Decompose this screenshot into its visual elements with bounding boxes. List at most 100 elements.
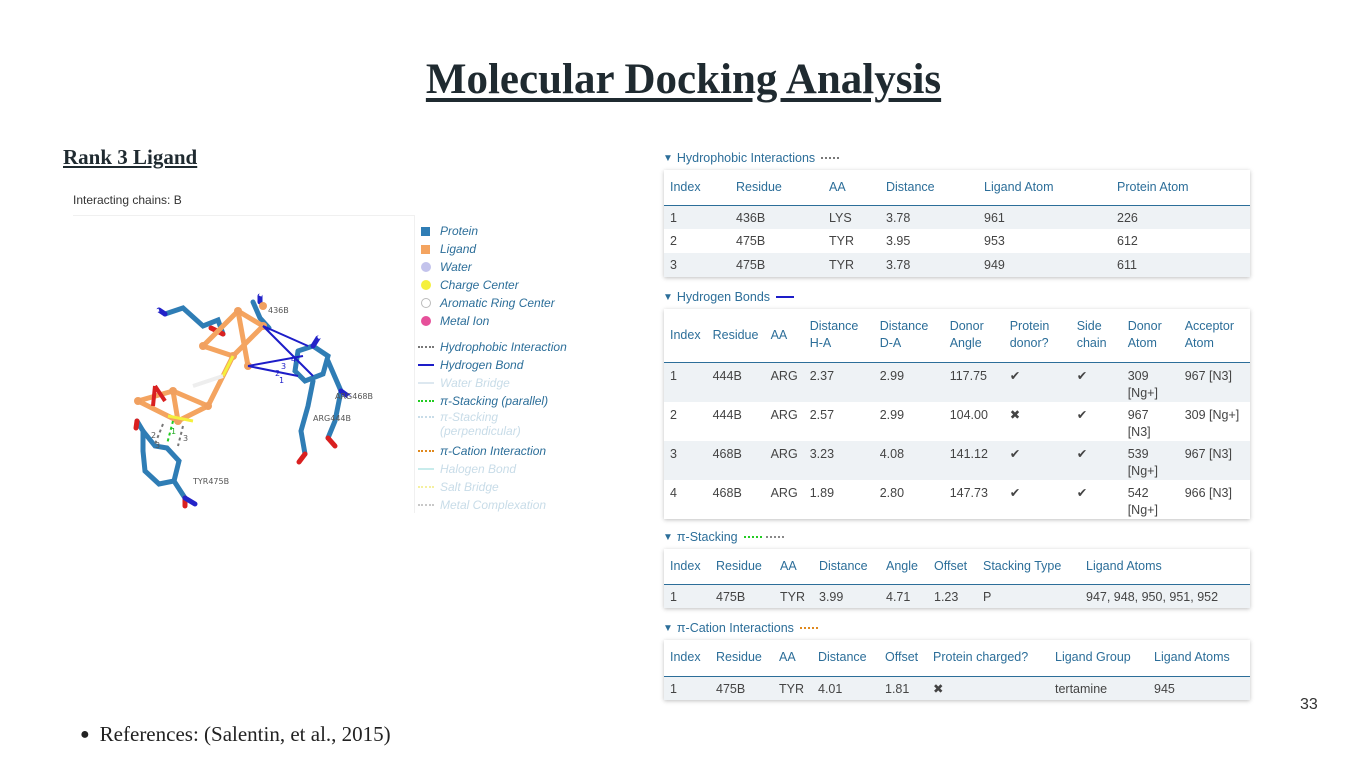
nitrogen-sticks (156, 293, 351, 507)
hydrophobic-label-3b: 3 (183, 434, 188, 443)
interacting-chains-label: Interacting chains: B (73, 193, 182, 207)
aromatic-ring-bond (192, 374, 224, 388)
col-residue[interactable]: Residue (710, 549, 774, 585)
table-row: 2 444B ARG 2.57 2.99 104.00 ✖ ✔ 967 [N3] 309 [Ng+… (664, 402, 1250, 441)
hydrogen-sticks (152, 289, 355, 403)
table-row: 1 475B TYR 3.99 4.71 1.23 P 947, 948, 950, 951,… (664, 584, 1250, 608)
pi-stacking-table: Index Residue AA Distance Angle Offset S… (664, 549, 1250, 608)
table-row: 1 436B LYS 3.78 961 226 (664, 205, 1250, 229)
col-residue[interactable]: Residue (706, 309, 765, 363)
col-offset[interactable]: Offset (928, 549, 977, 585)
hydrophobic-label-3: 3 (155, 441, 160, 450)
section-hydrophobic[interactable]: ▼ Hydrophobic Interactions (663, 151, 840, 165)
legend-ligand: Ligand (418, 240, 567, 258)
chevron-down-icon[interactable]: ▼ (663, 152, 673, 164)
hbond-label-4: 4 (291, 355, 296, 364)
molecule-render: 436B ARG468B ARG444B TYR475B 4 3 2 1 2 3… (133, 289, 373, 509)
bullet-icon: ● (80, 726, 90, 743)
pi-stack-label-1: 1 (171, 427, 176, 436)
pi-cation-table: Index Residue AA Distance Offset Protein… (664, 640, 1250, 700)
section-hydrogen-bonds[interactable]: ▼ Hydrogen Bonds (663, 290, 795, 304)
hydrogen-bond-lines (247, 325, 314, 377)
col-side-chain[interactable]: Side chain (1070, 309, 1122, 363)
pi-stacking-perpendicular-marker (765, 536, 784, 538)
legend-hydrogen-bond: Hydrogen Bond (418, 356, 567, 374)
col-distance-da[interactable]: Distance D-A (873, 309, 944, 363)
legend-hydrophobic: Hydrophobic Interaction (418, 338, 567, 356)
col-ligand-group[interactable]: Ligand Group (1049, 640, 1148, 677)
chevron-down-icon[interactable]: ▼ (663, 291, 673, 303)
col-protein-donor[interactable]: Protein donor? (1003, 309, 1071, 363)
chevron-down-icon[interactable]: ▼ (663, 622, 673, 634)
col-residue[interactable]: Residue (730, 170, 823, 206)
legend-halogen-bond: Halogen Bond (418, 460, 567, 478)
table-row: 4 468B ARG 1.89 2.80 147.73 ✔ ✔ 542 [Ng+] 966 [N3… (664, 480, 1250, 519)
col-residue[interactable]: Residue (710, 640, 773, 677)
legend-aromatic-ring-center: Aromatic Ring Center (418, 294, 567, 312)
label-tyr475b: TYR475B (192, 477, 229, 486)
legend-pi-stacking-perpendicular: π-Stacking (perpendicular) (418, 410, 567, 442)
molecule-viewer[interactable]: 436B ARG468B ARG444B TYR475B 4 3 2 1 2 3… (73, 215, 415, 513)
cross-icon: ✖ (927, 676, 1049, 700)
col-offset[interactable]: Offset (879, 640, 927, 677)
check-icon: ✔ (1070, 362, 1122, 402)
col-donor-atom[interactable]: Donor Atom (1121, 309, 1179, 363)
col-acceptor-atom[interactable]: Acceptor Atom (1178, 309, 1250, 363)
col-ligand-atoms[interactable]: Ligand Atoms (1080, 549, 1250, 585)
col-index[interactable]: Index (664, 309, 707, 363)
legend-water: Water (418, 258, 567, 276)
col-distance-ha[interactable]: Distance H-A (803, 309, 874, 363)
col-aa[interactable]: AA (764, 309, 804, 363)
label-436b: 436B (268, 306, 289, 315)
col-index[interactable]: Index (664, 640, 710, 677)
label-arg444b: ARG444B (313, 414, 351, 423)
col-ligand-atoms[interactable]: Ligand Atoms (1148, 640, 1250, 677)
hbond-label-3: 3 (281, 362, 286, 371)
pi-cation-marker (799, 627, 818, 629)
col-distance[interactable]: Distance (812, 640, 879, 677)
table-row: 1 475B TYR 4.01 1.81 ✖ tertamine 945 (664, 676, 1250, 700)
table-row: 3 468B ARG 3.23 4.08 141.12 ✔ ✔ 539 [Ng+] 967 [N3… (664, 440, 1250, 480)
legend-protein: Protein (418, 222, 567, 240)
charge-center-lines (167, 355, 235, 423)
col-stacking-type[interactable]: Stacking Type (977, 549, 1080, 585)
col-protein-atom[interactable]: Protein Atom (1111, 170, 1250, 206)
check-icon: ✔ (1070, 440, 1122, 480)
ligand-atoms (134, 302, 267, 425)
rank-title: Rank 3 Ligand (63, 145, 198, 169)
col-distance[interactable]: Distance (813, 549, 880, 585)
col-aa[interactable]: AA (774, 549, 813, 585)
legend-metal-ion: Metal Ion (418, 312, 567, 330)
references: ● References: (Salentin, et al., 2015) (80, 722, 391, 746)
col-index[interactable]: Index (664, 170, 730, 206)
table-row: 3 475B TYR 3.78 949 611 (664, 253, 1250, 277)
section-pi-stacking[interactable]: ▼ π-Stacking (663, 530, 784, 544)
col-angle[interactable]: Angle (880, 549, 928, 585)
chevron-down-icon[interactable]: ▼ (663, 531, 673, 543)
hydrophobic-marker (821, 157, 840, 159)
col-protein-charged[interactable]: Protein charged? (927, 640, 1049, 677)
col-aa[interactable]: AA (823, 170, 880, 206)
col-ligand-atom[interactable]: Ligand Atom (978, 170, 1111, 206)
hydrogen-bonds-table: Index Residue AA Distance H-A Distance D-A… (664, 309, 1250, 519)
legend-charge-center: Charge Center (418, 276, 567, 294)
hydrophobic-table: Index Residue AA Distance Ligand Atom Pr… (664, 170, 1250, 277)
section-pi-cation[interactable]: ▼ π-Cation Interactions (663, 621, 818, 635)
ligand-oxygen (151, 384, 167, 407)
protein-sticks (134, 299, 344, 501)
check-icon: ✔ (1003, 440, 1071, 480)
check-icon: ✔ (1009, 485, 1021, 500)
table-row: 1 444B ARG 2.37 2.99 117.75 ✔ ✔ 309 [Ng+] 967 [N3… (664, 362, 1250, 402)
viewer-legend: Protein Ligand Water Charge Center Aroma… (418, 222, 567, 514)
legend-pi-stacking-parallel: π-Stacking (parallel) (418, 392, 567, 410)
legend-water-bridge: Water Bridge (418, 374, 567, 392)
col-index[interactable]: Index (664, 549, 710, 585)
check-icon: ✔ (1076, 485, 1088, 500)
legend-pi-cation: π-Cation Interaction (418, 442, 567, 460)
legend-metal-complexation: Metal Complexation (418, 496, 567, 514)
col-distance[interactable]: Distance (880, 170, 978, 206)
col-donor-angle[interactable]: Donor Angle (943, 309, 1004, 363)
check-icon: ✔ (1003, 362, 1071, 402)
cross-icon: ✖ (1009, 407, 1021, 422)
col-aa[interactable]: AA (773, 640, 812, 677)
